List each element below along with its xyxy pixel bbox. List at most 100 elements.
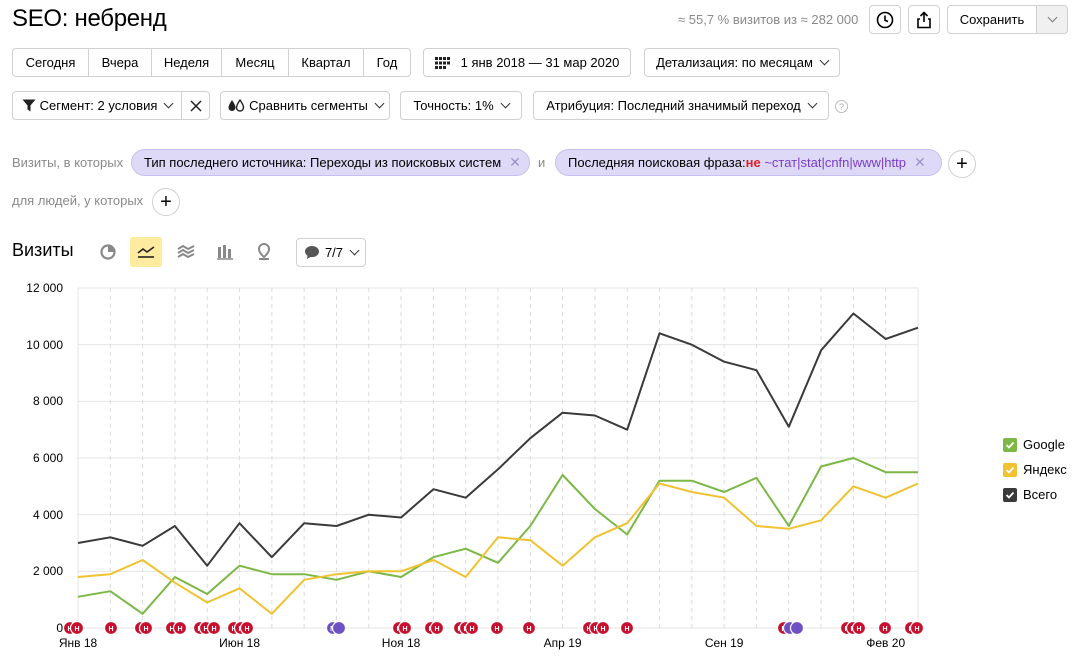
save-button[interactable]: Сохранить	[947, 5, 1037, 34]
checkbox-checked-icon	[1003, 437, 1017, 452]
series-line-0[interactable]	[77, 457, 918, 615]
export-button[interactable]	[908, 5, 940, 34]
period-today[interactable]: Сегодня	[13, 49, 89, 76]
note-marker-icon[interactable]: Н	[206, 620, 222, 636]
filter-chip-phrase[interactable]: Последняя поисковая фраза: не ~стат|stat…	[555, 149, 942, 176]
filter-chip-source-text: Тип последнего источника: Переходы из по…	[144, 155, 502, 170]
svg-text:Н: Н	[177, 626, 182, 633]
area-chart-view-button[interactable]	[170, 237, 202, 267]
share-icon	[917, 10, 931, 28]
remove-filter-icon[interactable]: ✕	[914, 154, 926, 170]
comment-icon	[304, 246, 319, 259]
date-range-picker[interactable]: 1 янв 2018 — 31 мар 2020	[423, 48, 631, 77]
period-selector: Сегодня Вчера Неделя Месяц Квартал Год	[12, 48, 411, 77]
svg-text:Н: Н	[402, 626, 407, 633]
note-marker-icon[interactable]: Н	[595, 620, 611, 636]
stacked-area-icon	[177, 245, 195, 259]
note-marker-icon[interactable]: Н	[103, 620, 119, 636]
visits-stats: ≈ 55,7 % визитов из ≈ 282 000	[678, 12, 859, 27]
clock-icon	[876, 11, 894, 28]
y-tick-label: 2 000	[32, 564, 63, 579]
detail-dropdown[interactable]: Детализация: по месяцам	[644, 48, 840, 77]
close-icon	[189, 99, 202, 112]
y-tick-label: 10 000	[26, 337, 63, 352]
x-tick-label: Ноя 18	[381, 636, 421, 650]
note-marker-icon[interactable]	[331, 620, 347, 636]
svg-text:Н: Н	[211, 626, 216, 633]
filter-chip-source[interactable]: Тип последнего источника: Переходы из по…	[131, 149, 530, 176]
history-button[interactable]	[869, 5, 901, 34]
detail-label: Детализация: по месяцам	[656, 55, 813, 70]
accuracy-dropdown[interactable]: Точность: 1%	[400, 91, 522, 120]
note-marker-icon[interactable]: Н	[851, 620, 867, 636]
svg-text:Н: Н	[624, 626, 629, 633]
calendar-icon	[434, 56, 450, 69]
filter-chip-phrase-prefix: Последняя поисковая фраза:	[568, 155, 746, 170]
note-marker-icon[interactable]: Н	[464, 620, 480, 636]
legend-google-label: Google	[1023, 437, 1065, 452]
note-marker-icon[interactable]: Н	[521, 620, 537, 636]
svg-text:Н: Н	[169, 626, 174, 633]
visits-filter-label: Визиты, в которых	[12, 155, 124, 170]
series-line-2[interactable]	[77, 312, 919, 567]
note-marker-icon[interactable]: Н	[489, 620, 505, 636]
annotations-dropdown[interactable]: 7/7	[296, 238, 366, 267]
plus-icon: +	[160, 191, 172, 213]
legend-yandex[interactable]: Яндекс	[1003, 462, 1067, 477]
period-week[interactable]: Неделя	[152, 49, 222, 76]
map-pin-icon	[257, 243, 271, 260]
svg-text:Н: Н	[526, 626, 531, 633]
period-yesterday[interactable]: Вчера	[89, 49, 152, 76]
note-marker-icon[interactable]: Н	[877, 620, 893, 636]
y-tick-label: 0	[56, 621, 63, 635]
bar-chart-view-button[interactable]	[209, 237, 241, 267]
svg-text:Н: Н	[231, 626, 236, 633]
clear-segment-button[interactable]	[181, 91, 210, 120]
note-marker-icon[interactable]: Н	[239, 620, 255, 636]
attribution-dropdown[interactable]: Атрибуция: Последний значимый переход	[533, 91, 829, 120]
x-tick-label: Янв 18	[58, 636, 98, 650]
plus-icon: +	[956, 153, 968, 175]
save-options-button[interactable]	[1036, 5, 1068, 34]
legend-total[interactable]: Всего	[1003, 487, 1057, 502]
map-view-button[interactable]	[248, 237, 280, 267]
note-marker-icon[interactable]: Н	[138, 620, 154, 636]
line-chart-view-button[interactable]	[130, 237, 162, 267]
x-tick-label: Июн 18	[219, 636, 260, 650]
people-filter-label: для людей, у которых	[12, 193, 144, 208]
note-marker-icon[interactable]: Н	[172, 620, 188, 636]
compare-label: Сравнить сегменты	[249, 98, 368, 113]
pie-chart-view-button[interactable]	[92, 237, 124, 267]
note-marker-icon[interactable]: Н	[69, 620, 85, 636]
segment-dropdown[interactable]: Сегмент: 2 условия	[12, 91, 182, 120]
compare-segments-dropdown[interactable]: Сравнить сегменты	[220, 91, 390, 120]
pie-chart-icon	[100, 244, 116, 260]
period-month[interactable]: Месяц	[222, 49, 289, 76]
note-marker-icon[interactable]: Н	[619, 620, 635, 636]
series-line-1[interactable]	[77, 482, 919, 615]
svg-text:Н: Н	[856, 626, 861, 633]
legend-google[interactable]: Google	[1003, 437, 1065, 452]
note-marker-icon[interactable]: Н	[397, 620, 413, 636]
note-marker-icon[interactable]: Н	[909, 620, 925, 636]
remove-filter-icon[interactable]: ✕	[509, 154, 521, 170]
filter-icon	[22, 99, 36, 112]
segment-label: Сегмент: 2 условия	[39, 98, 158, 113]
y-tick-label: 8 000	[32, 394, 63, 409]
legend-total-label: Всего	[1023, 487, 1058, 502]
note-marker-icon[interactable]: Н	[429, 620, 445, 636]
help-icon[interactable]: ?	[835, 100, 848, 113]
note-marker-icon[interactable]	[789, 620, 805, 636]
svg-text:Н: Н	[203, 626, 208, 633]
period-year[interactable]: Год	[376, 55, 398, 70]
line-chart-icon	[137, 246, 155, 258]
svg-text:Н: Н	[882, 626, 887, 633]
svg-text:Н: Н	[244, 626, 249, 633]
svg-text:Н: Н	[143, 626, 148, 633]
period-quarter[interactable]: Квартал	[289, 49, 364, 76]
y-tick-label: 12 000	[26, 281, 63, 295]
add-people-condition-button[interactable]: +	[152, 188, 180, 216]
add-visit-condition-button[interactable]: +	[948, 150, 976, 178]
svg-text:Н: Н	[469, 626, 474, 633]
